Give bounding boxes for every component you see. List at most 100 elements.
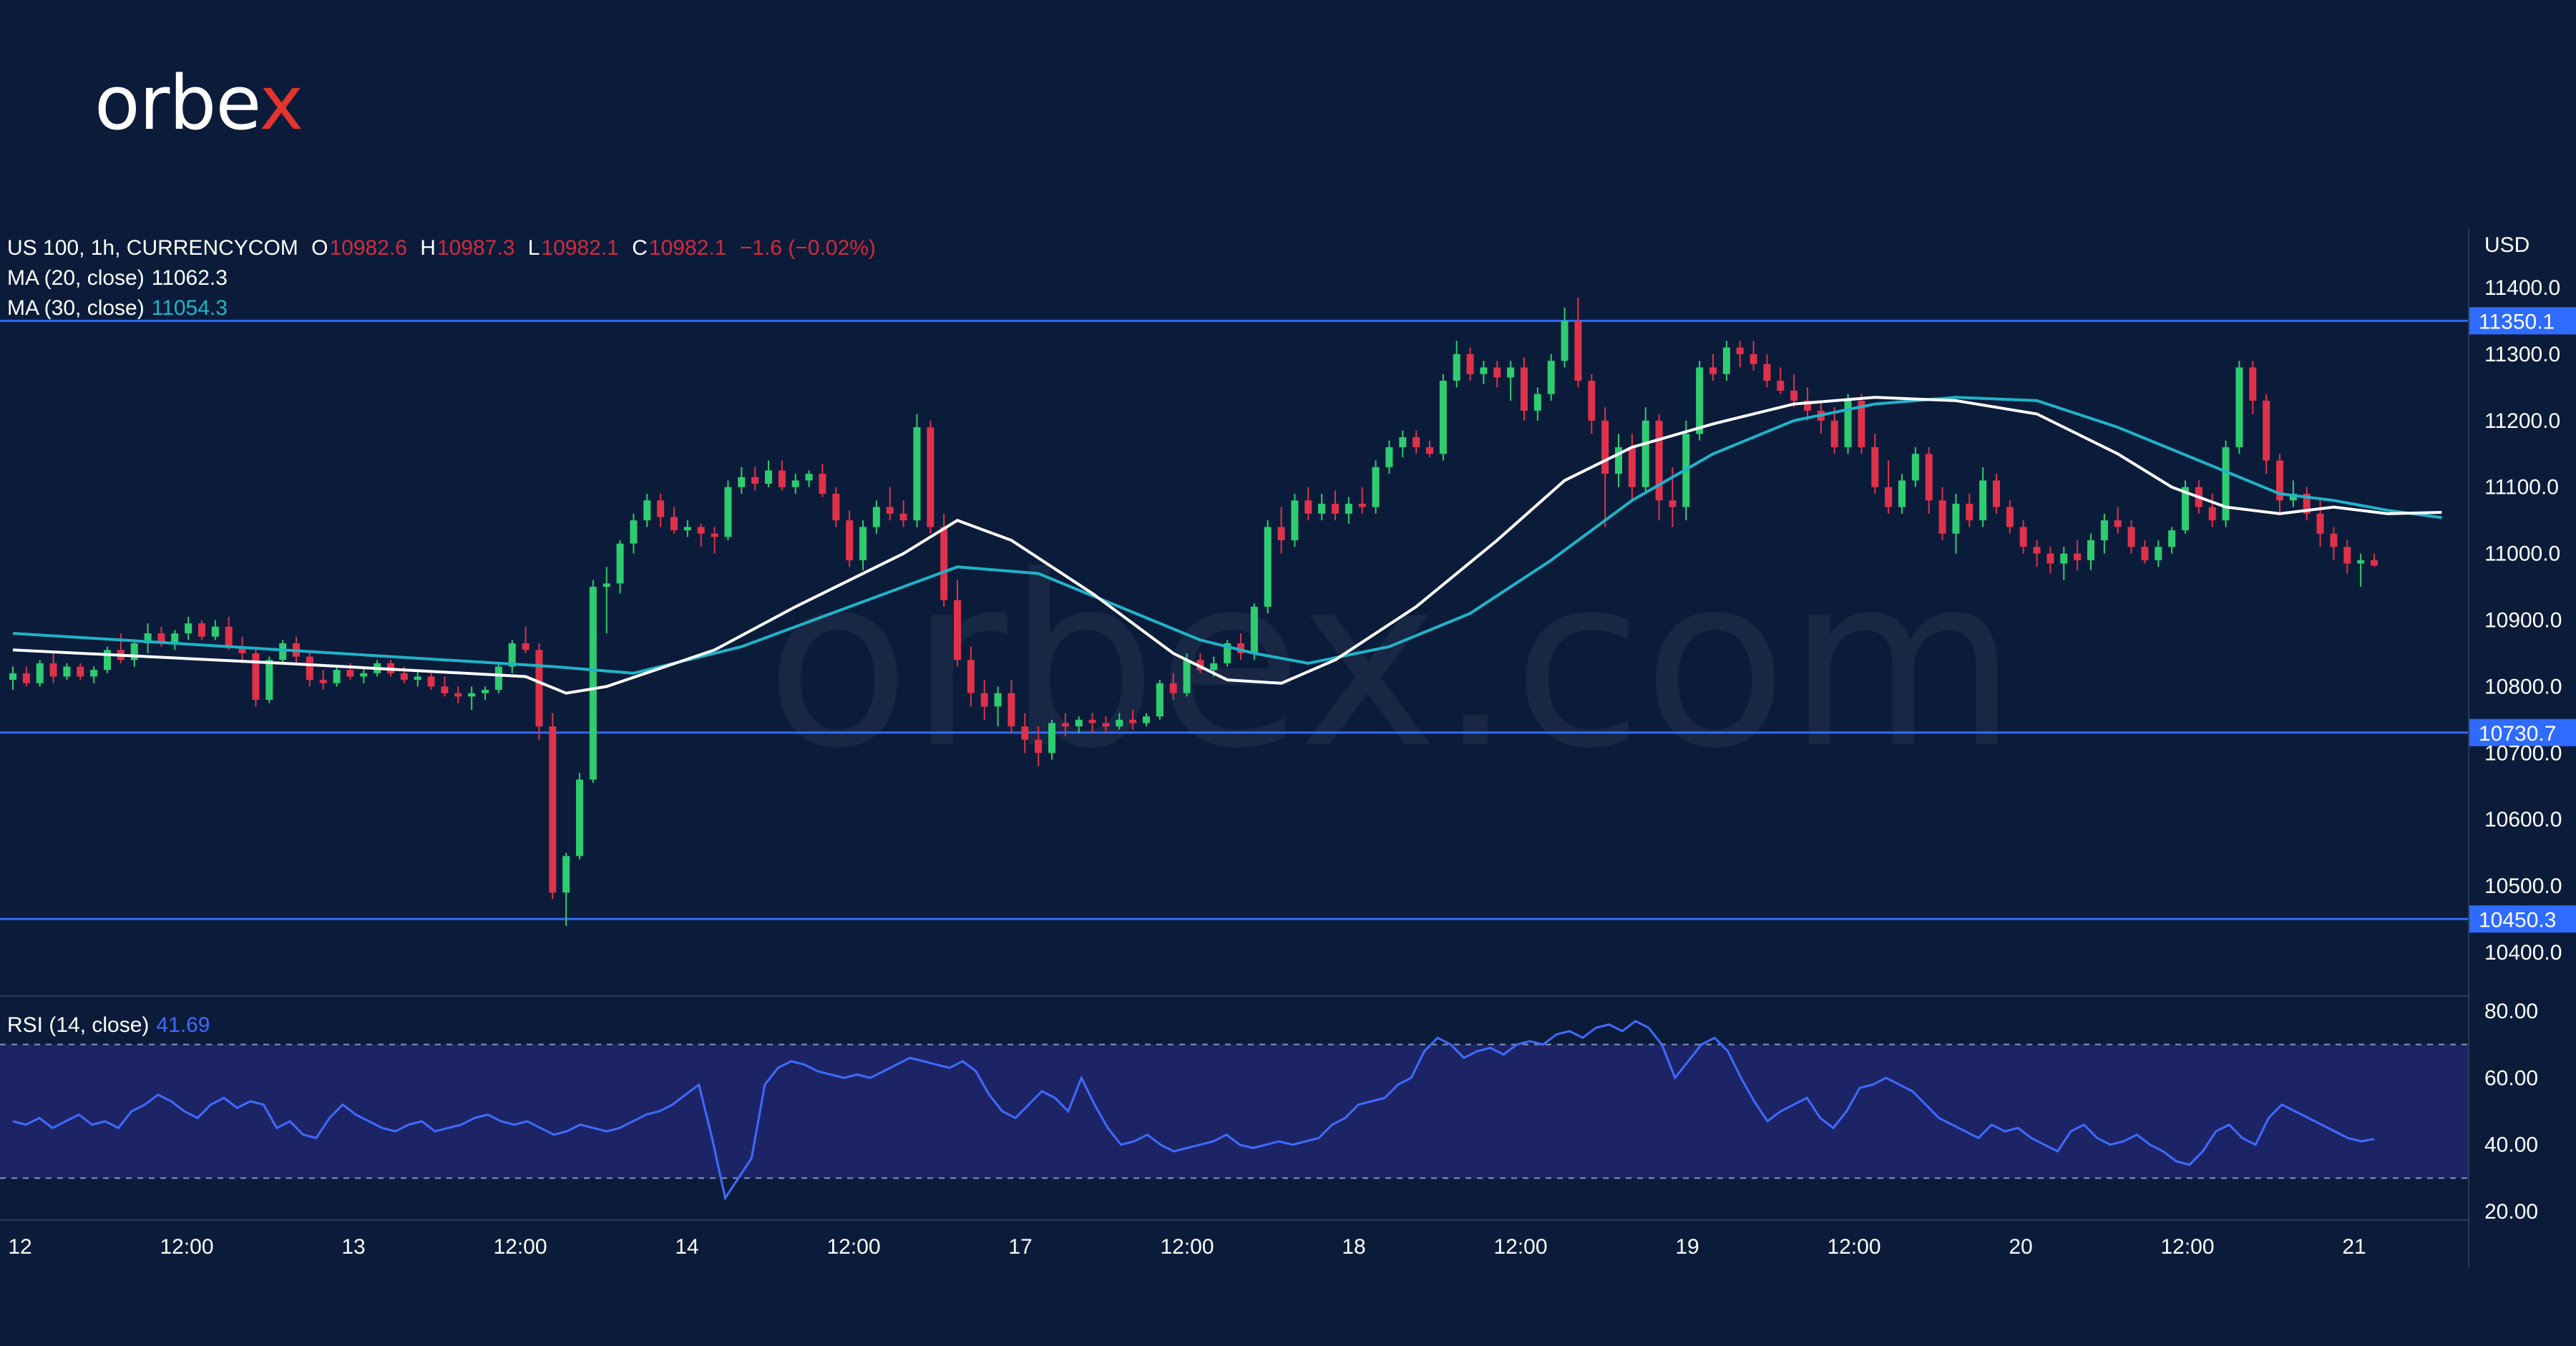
price-tick-label: 10700.0 <box>2484 741 2562 765</box>
candle-body <box>1102 723 1110 727</box>
candle <box>1291 493 1299 547</box>
candle-body <box>1169 683 1177 693</box>
candle-body <box>508 643 516 667</box>
candle <box>2046 547 2054 574</box>
candle-body <box>954 600 961 660</box>
candle <box>886 487 894 521</box>
candle <box>1830 407 1838 454</box>
candle <box>1048 719 1055 760</box>
candle <box>1304 487 1312 521</box>
rsi-band <box>0 1044 2469 1179</box>
candle <box>414 670 421 687</box>
candle <box>1143 713 1150 727</box>
candle-body <box>1871 447 1879 487</box>
candle-body <box>535 650 543 727</box>
candle-body <box>1210 663 1218 670</box>
candle <box>1318 493 1326 521</box>
candle <box>454 686 462 703</box>
level-tag <box>2469 718 2576 746</box>
candle <box>77 663 84 681</box>
candle <box>602 567 610 634</box>
candle <box>2019 520 2027 554</box>
price-tick-label: 10800.0 <box>2484 675 2562 698</box>
candle <box>1763 353 1771 388</box>
candle <box>1817 400 1825 434</box>
candle-body <box>1466 353 1474 374</box>
ohlc-legend: US 100, 1h, CURRENCYCOM O10982.6 H10987.… <box>7 236 883 260</box>
candle-body <box>2208 507 2216 521</box>
candle-body <box>1048 723 1055 754</box>
candle <box>238 636 246 663</box>
time-tick-label: 12:00 <box>1827 1235 1880 1259</box>
time-tick-label: 18 <box>1342 1235 1365 1259</box>
ma20-line <box>12 396 2442 695</box>
candle <box>1938 487 1946 541</box>
candle-body <box>711 533 718 537</box>
level-tag-label: 11350.1 <box>2479 310 2555 333</box>
candle <box>2006 500 2014 534</box>
candle <box>1533 387 1541 421</box>
candle <box>144 623 152 653</box>
candle-body <box>2127 527 2135 547</box>
time-tick-label: 12:00 <box>1160 1235 1214 1259</box>
candle <box>117 633 125 663</box>
rsi-tick-label: 60.00 <box>2484 1066 2538 1090</box>
candle-body <box>211 626 219 637</box>
candle <box>1224 640 1231 667</box>
rsi-tick-label: 80.00 <box>2484 1000 2538 1023</box>
candle <box>1507 361 1515 401</box>
candle-body <box>1196 660 1204 670</box>
candle-body <box>1993 480 2000 507</box>
candle-body <box>1250 606 1258 653</box>
candle <box>1655 414 1663 521</box>
candle <box>90 666 98 683</box>
candle <box>1722 341 1730 381</box>
candle-body <box>1574 321 1582 381</box>
candle <box>1129 709 1137 730</box>
candle <box>1858 394 1865 454</box>
candle <box>1035 726 1043 766</box>
candle-body <box>1021 726 1029 740</box>
candle <box>2249 361 2257 414</box>
candle-body <box>872 507 880 527</box>
candle-body <box>2033 547 2041 554</box>
open-label: O <box>311 236 328 260</box>
candle-body <box>1952 503 1960 534</box>
candle <box>1844 394 1852 454</box>
candle-body <box>104 650 111 670</box>
candle <box>2303 487 2311 521</box>
candle-body <box>144 633 152 644</box>
price-tick-label: 10400.0 <box>2484 941 2562 965</box>
candle-body <box>2141 547 2149 560</box>
candle <box>994 686 1002 727</box>
candle <box>360 666 368 683</box>
candle <box>954 580 961 667</box>
candle-body <box>494 666 502 691</box>
time-tick-label: 12:00 <box>1493 1235 1547 1259</box>
candle-body <box>1061 723 1069 727</box>
candle-body <box>670 517 678 531</box>
candle-body <box>724 487 732 537</box>
candle-body <box>1453 353 1460 381</box>
candle-body <box>1439 381 1447 454</box>
candle-body <box>2114 520 2122 527</box>
candle <box>751 467 759 491</box>
candle-body <box>1736 347 1744 354</box>
price-tick-label: 10900.0 <box>2484 609 2562 633</box>
candle <box>1196 653 1204 673</box>
candle-body <box>1898 480 1906 507</box>
candle-body <box>1641 420 1649 487</box>
candle-body <box>2168 530 2176 547</box>
rsi-tick-label: 40.00 <box>2484 1133 2538 1157</box>
candle-body <box>1655 420 1663 501</box>
rsi-line <box>12 1020 2375 1201</box>
rsi-legend: RSI (14, close) 41.69 <box>7 1013 217 1038</box>
candle <box>427 673 435 691</box>
candle <box>441 676 449 697</box>
candle-body <box>1669 500 1677 507</box>
candle <box>1871 434 1879 494</box>
low-value: 10982.1 <box>541 236 619 260</box>
candle <box>22 666 30 687</box>
candle <box>333 666 341 687</box>
candle <box>980 680 988 720</box>
